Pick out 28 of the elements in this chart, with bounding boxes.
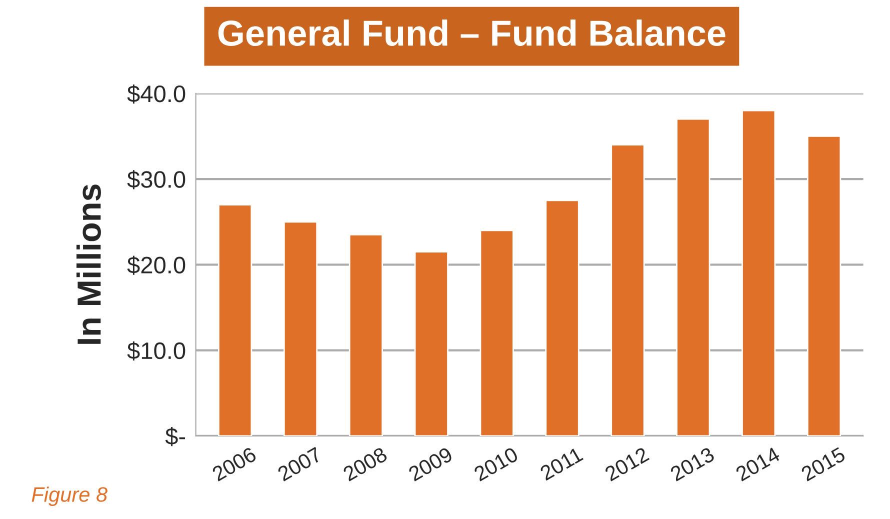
x-tick-label: 2014 (734, 446, 781, 482)
caption: Figure 8 (32, 486, 108, 506)
x-tick-label: 2015 (800, 446, 846, 482)
y-tick-label: $40.0 (127, 84, 186, 104)
x-tick-label: 2008 (342, 446, 388, 482)
y-axis-title: In Millions (76, 184, 101, 344)
x-tick-label: 2006 (211, 446, 258, 482)
bar (218, 204, 252, 436)
x-tick-label: 2007 (276, 446, 322, 482)
y-tick-label: $30.0 (127, 170, 186, 190)
bar (742, 110, 776, 436)
x-tick-label: 2012 (604, 446, 650, 482)
bar (545, 200, 580, 436)
bar (610, 144, 645, 436)
y-tick-label: $20.0 (127, 256, 186, 275)
bar (414, 251, 448, 436)
x-tick-label: 2009 (408, 446, 454, 482)
bar (676, 118, 710, 436)
x-tick-label: 2011 (539, 446, 584, 481)
bar (348, 234, 383, 436)
chart-title: General Fund – Fund Balance (218, 20, 726, 46)
bar (283, 221, 318, 436)
y-tick-label: $10.0 (127, 341, 186, 361)
x-tick-label: 2013 (669, 446, 716, 482)
y-tick-label: $- (165, 427, 186, 446)
x-tick-label: 2010 (473, 446, 519, 482)
bar (480, 230, 514, 436)
bar (806, 136, 842, 436)
